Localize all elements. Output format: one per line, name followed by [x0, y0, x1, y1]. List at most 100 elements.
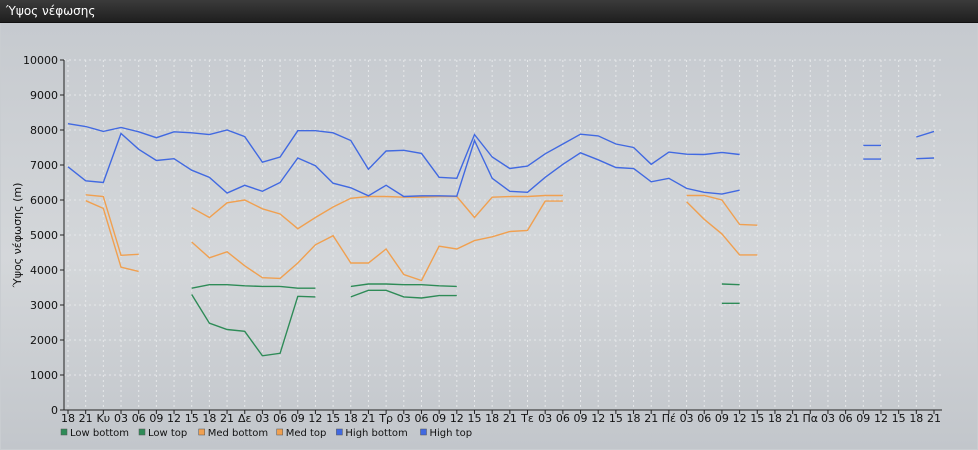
x-tick-label: 03 — [397, 412, 411, 425]
series-med-bottom — [85, 200, 758, 282]
series-low-bottom — [191, 289, 740, 357]
series-high-bottom — [67, 132, 935, 198]
y-tick-label: 8000 — [30, 124, 58, 137]
x-tick-label: 12 — [167, 412, 181, 425]
x-tick-label: 06 — [697, 412, 711, 425]
y-axis-label: Ύψος νέφωσης (m) — [11, 183, 24, 289]
series-line-segment — [916, 157, 935, 160]
series-line-segment — [67, 123, 740, 180]
chart-panel: 0 1000 2000 3000 4000 5000 6000 7000 8000 9000 100… — [1, 23, 977, 449]
x-tick-label: 09 — [856, 412, 870, 425]
series-lines — [67, 123, 935, 357]
legend-item[interactable]: Med bottom — [198, 428, 268, 439]
legend-item[interactable]: Med top — [276, 428, 327, 439]
x-tick-label: Πα — [803, 412, 819, 425]
x-tick-label: 21 — [79, 412, 93, 425]
x-tick-label: 09 — [291, 412, 305, 425]
y-tick-label: 6000 — [30, 194, 58, 207]
series-line-segment — [67, 132, 740, 198]
legend-item[interactable]: Low bottom — [60, 428, 129, 439]
legend-swatch — [60, 428, 68, 436]
x-tick-label: 06 — [839, 412, 853, 425]
legend-swatch — [336, 428, 343, 436]
x-tick-label: 18 — [909, 412, 923, 425]
x-tick-label: 09 — [574, 412, 588, 425]
x-tick-label: 03 — [114, 412, 128, 425]
x-tick-label: 12 — [308, 412, 322, 425]
legend-label: High bottom — [345, 428, 407, 439]
x-tick-label: 18 — [485, 412, 499, 425]
x-tick-label: Πέ — [662, 412, 676, 425]
series-med-top — [85, 194, 758, 257]
legend-swatch — [276, 428, 283, 436]
x-tick-label: 09 — [149, 412, 163, 425]
axes: 0 1000 2000 3000 4000 5000 6000 7000 8000 9000 100… — [23, 54, 942, 425]
legend-swatch — [198, 428, 205, 436]
x-tick-label: 21 — [220, 412, 234, 425]
series-low-top — [191, 283, 740, 289]
y-tick-label: 7000 — [30, 159, 58, 172]
series-line-segment — [721, 283, 740, 286]
grid — [64, 59, 942, 411]
x-tick-label: 12 — [733, 412, 747, 425]
x-tick-label: 03 — [680, 412, 694, 425]
series-line-segment — [350, 289, 457, 299]
legend-label: High top — [430, 428, 473, 439]
legend-label: Low bottom — [70, 428, 129, 439]
legend-label: Low top — [148, 428, 187, 439]
x-tick-label: 21 — [361, 412, 375, 425]
x-tick-label: 03 — [255, 412, 269, 425]
x-tick-label: 06 — [414, 412, 428, 425]
series-line-segment — [85, 194, 139, 257]
x-tick-label: 15 — [750, 412, 764, 425]
x-tick-label: 21 — [927, 412, 941, 425]
y-tick-label: 10000 — [23, 54, 58, 67]
legend-item[interactable]: Low top — [138, 428, 187, 439]
x-tick-label: 09 — [715, 412, 729, 425]
x-tick-label: 21 — [644, 412, 658, 425]
x-tick-label: 15 — [609, 412, 623, 425]
x-tick-label: Τε — [520, 412, 534, 425]
y-tick-label: 4000 — [30, 264, 58, 277]
window-title: Ύψος νέφωσης — [6, 4, 96, 18]
x-tick-label: 09 — [432, 412, 446, 425]
series-line-segment — [686, 194, 758, 226]
series-line-segment — [350, 283, 457, 288]
x-tick-label: 18 — [61, 412, 75, 425]
x-tick-label: 03 — [538, 412, 552, 425]
x-tick-label: Κυ — [97, 412, 111, 425]
series-line-segment — [686, 201, 758, 256]
y-tick-label: 0 — [51, 404, 58, 417]
x-tick-label: 03 — [821, 412, 835, 425]
legend-swatch — [138, 428, 146, 436]
x-tick-label: 18 — [768, 412, 782, 425]
y-tick-label: 3000 — [30, 299, 58, 312]
x-tick-label: 18 — [344, 412, 358, 425]
series-line-segment — [85, 200, 139, 273]
x-tick-label: 06 — [132, 412, 146, 425]
series-line-segment — [191, 194, 563, 230]
legend-item[interactable]: High bottom — [336, 428, 408, 439]
y-tick-label: 2000 — [30, 334, 58, 347]
series-line-segment — [916, 130, 935, 138]
legend-swatch — [420, 428, 427, 436]
y-tick-label: 1000 — [30, 369, 58, 382]
legend-label: Med top — [286, 428, 327, 439]
x-tick-label: 21 — [786, 412, 800, 425]
x-tick-label: 21 — [503, 412, 517, 425]
y-tick-label: 9000 — [30, 89, 58, 102]
x-tick-label: 15 — [467, 412, 481, 425]
x-tick-label: 12 — [591, 412, 605, 425]
title-bar: Ύψος νέφωσης — [0, 0, 978, 23]
x-tick-label: Δε — [238, 412, 252, 425]
x-tick-label: 18 — [627, 412, 641, 425]
x-tick-label: 15 — [892, 412, 906, 425]
y-tick-label: 5000 — [30, 229, 58, 242]
legend-item[interactable]: High top — [420, 428, 473, 439]
x-tick-label: 15 — [185, 412, 199, 425]
legend-label: Med bottom — [208, 428, 268, 439]
series-line-segment — [191, 284, 316, 289]
x-tick-label: 15 — [326, 412, 340, 425]
x-tick-label: 12 — [450, 412, 464, 425]
